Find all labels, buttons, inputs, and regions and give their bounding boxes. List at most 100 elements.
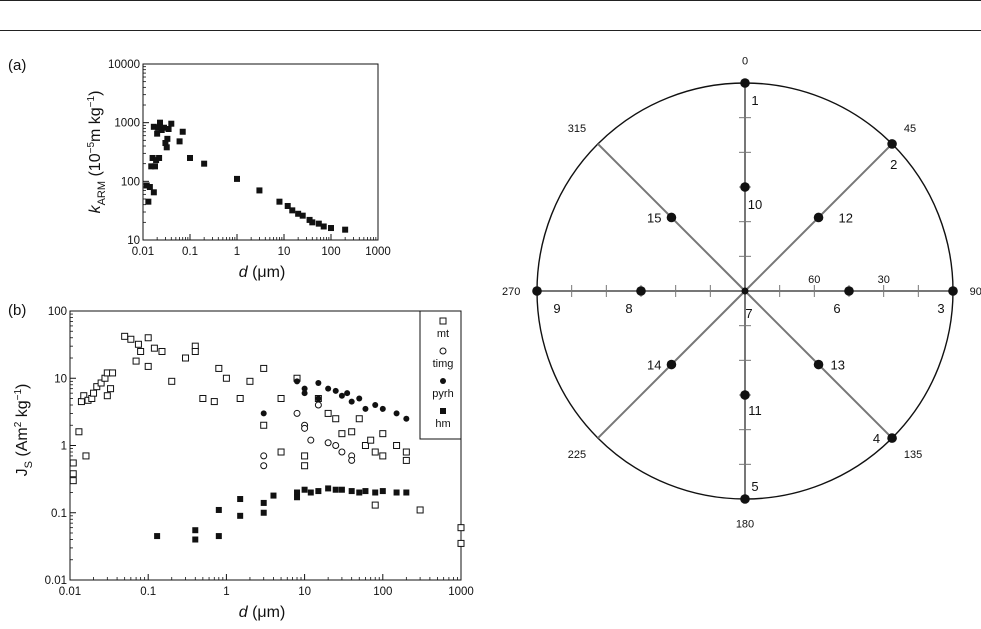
y-axis-label: JS (Am2 kg−1) — [13, 384, 35, 477]
data-point — [294, 489, 301, 496]
data-point — [192, 527, 199, 534]
angle-label: 180 — [736, 519, 754, 531]
data-point — [361, 442, 369, 449]
x-tick-label: 1 — [234, 246, 240, 258]
data-point — [314, 401, 322, 409]
data-point — [294, 494, 301, 501]
data-point — [338, 430, 346, 438]
data-point — [260, 410, 267, 417]
data-point — [176, 138, 183, 145]
data-point — [307, 436, 315, 444]
y-tick-label: 10 — [54, 373, 67, 385]
ring-label: 60 — [808, 274, 820, 286]
data-point — [332, 415, 340, 423]
data-point — [109, 369, 117, 377]
chart-a: 0.01 0.1 1 10 100 1000 10 100 1000 10000 d (μm) kAR… — [86, 59, 391, 281]
y-axis-label: kARM (10−5m kg−1) — [86, 91, 108, 214]
polar-point-label: 6 — [833, 301, 840, 316]
data-point — [393, 442, 401, 449]
y-tick-label: 0.1 — [51, 508, 67, 520]
x-tick-label: 1000 — [365, 246, 391, 258]
data-point — [295, 210, 302, 217]
data-point — [182, 354, 190, 362]
data-point — [155, 124, 162, 131]
data-point — [342, 226, 349, 233]
data-point — [355, 415, 363, 423]
data-point — [93, 383, 101, 391]
polar-point — [740, 78, 750, 88]
data-point — [277, 448, 285, 456]
data-point — [107, 385, 115, 393]
data-point — [371, 448, 379, 456]
data-point — [356, 395, 363, 402]
data-point — [222, 374, 230, 382]
polar-point-label: 14 — [647, 358, 661, 373]
data-point — [260, 499, 267, 506]
data-point — [301, 486, 308, 493]
data-point — [154, 130, 161, 137]
data-point — [260, 364, 268, 372]
polar-point-label: 15 — [647, 210, 661, 225]
data-point — [77, 398, 85, 406]
chart-b: 0.01 0.1 1 10 100 1000 0.01 0.1 1 10 100 d (μm) JS (… — [13, 306, 474, 621]
data-point — [149, 154, 156, 161]
angle-label: 135 — [904, 449, 922, 461]
polar-point — [740, 390, 750, 400]
y-tick-label: 10 — [127, 235, 140, 247]
polar-point-label: 9 — [553, 301, 560, 316]
panel-label-b: (b) — [8, 302, 26, 319]
y-tick-label: 1 — [61, 441, 67, 453]
angle-label: 270 — [502, 286, 520, 298]
data-point — [158, 347, 166, 355]
y-tick-label: 10000 — [108, 59, 140, 71]
data-point — [154, 533, 161, 540]
data-point — [168, 120, 175, 127]
data-point — [201, 160, 208, 167]
data-point — [379, 430, 387, 438]
polar-point-label: 1 — [751, 93, 758, 108]
data-point — [163, 144, 170, 151]
data-point — [234, 175, 240, 182]
polar-point-label: 10 — [748, 197, 762, 212]
data-point — [328, 225, 334, 232]
data-point — [145, 198, 152, 205]
data-point — [69, 459, 77, 467]
data-point — [440, 408, 446, 414]
x-tick-label: 1 — [223, 586, 229, 598]
polar-point — [741, 287, 749, 295]
data-point — [134, 340, 142, 348]
data-point — [137, 347, 145, 355]
data-point — [439, 347, 447, 355]
data-point — [151, 163, 158, 170]
data-point — [338, 448, 346, 456]
polar-point — [813, 359, 824, 370]
y-tick-label: 100 — [121, 176, 140, 188]
data-point — [332, 387, 339, 394]
polar-point-label: 4 — [873, 431, 880, 446]
data-point — [260, 421, 268, 429]
data-point — [324, 439, 332, 447]
polar-diagram: 0459013518022527031530601234567891011121… — [502, 55, 981, 530]
polar-point — [887, 139, 897, 149]
data-point — [246, 377, 254, 385]
data-point — [97, 379, 105, 387]
y-tick-label: 0.01 — [45, 575, 67, 587]
data-point — [215, 364, 223, 372]
x-tick-label: 10 — [278, 246, 291, 258]
data-point — [301, 452, 309, 460]
data-point — [150, 189, 157, 196]
panel-label-a: (a) — [8, 57, 26, 74]
data-point — [348, 398, 355, 405]
data-point — [362, 405, 369, 412]
data-point — [215, 506, 222, 513]
data-point — [162, 140, 169, 147]
data-point — [132, 357, 140, 365]
polar-point-label: 13 — [831, 358, 845, 373]
data-point — [416, 506, 424, 514]
data-point — [403, 415, 410, 422]
data-point — [332, 442, 340, 449]
data-point — [165, 125, 172, 132]
x-axis-label: d (μm) — [239, 264, 286, 281]
data-point — [260, 452, 268, 460]
x-tick-label: 0.1 — [182, 246, 198, 258]
